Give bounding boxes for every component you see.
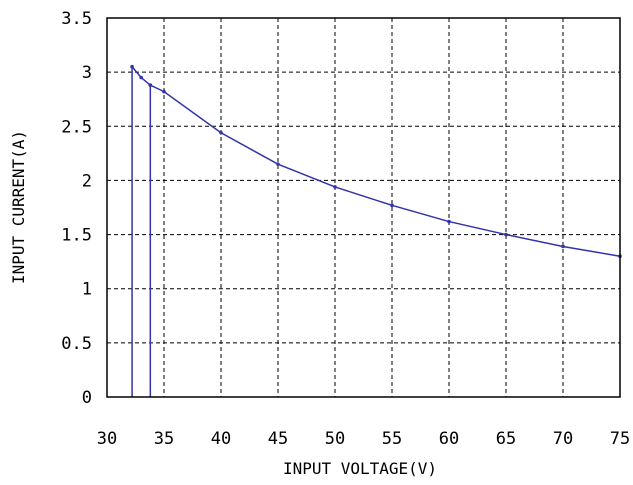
series-layer <box>130 64 622 397</box>
data-point <box>219 130 223 135</box>
x-tick-label: 40 <box>211 429 231 449</box>
y-tick-label: 0 <box>82 388 92 408</box>
x-tick-label: 60 <box>439 429 459 449</box>
series-line-0 <box>131 64 621 397</box>
data-point <box>561 244 565 249</box>
x-tick-label: 70 <box>553 429 573 449</box>
data-point <box>333 185 337 189</box>
x-tick-labels: 30 35 40 45 50 55 60 65 70 75 <box>97 429 630 449</box>
y-tick-label: 1 <box>82 280 92 300</box>
y-tick-label: 1.5 <box>61 226 92 246</box>
y-tick-label: 2.5 <box>61 117 92 137</box>
data-point <box>390 203 394 208</box>
data-point <box>504 232 508 237</box>
data-point <box>130 64 134 69</box>
y-axis-label: INPUT CURRENT(A) <box>9 130 28 284</box>
data-point <box>447 219 451 224</box>
y-tick-label: 0.5 <box>61 334 92 354</box>
grid <box>107 18 620 397</box>
x-tick-label: 55 <box>382 429 402 449</box>
data-point <box>139 75 143 80</box>
y-tick-label: 2 <box>82 171 92 191</box>
x-axis-label: INPUT VOLTAGE(V) <box>283 459 437 478</box>
y-tick-label: 3 <box>82 63 92 83</box>
y-tick-label: 3.5 <box>61 9 92 29</box>
x-tick-label: 30 <box>97 429 117 449</box>
x-tick-label: 35 <box>154 429 174 449</box>
data-point <box>148 83 153 87</box>
x-tick-label: 50 <box>325 429 345 449</box>
x-tick-label: 65 <box>496 429 516 449</box>
x-tick-label: 45 <box>268 429 288 449</box>
plot-border <box>106 17 621 398</box>
data-point <box>276 162 280 166</box>
y-tick-labels: 0 0.5 1 1.5 2 2.5 3 3.5 <box>61 9 92 408</box>
data-point <box>162 89 166 94</box>
plot-frame <box>106 17 621 398</box>
x-tick-label: 75 <box>610 429 630 449</box>
